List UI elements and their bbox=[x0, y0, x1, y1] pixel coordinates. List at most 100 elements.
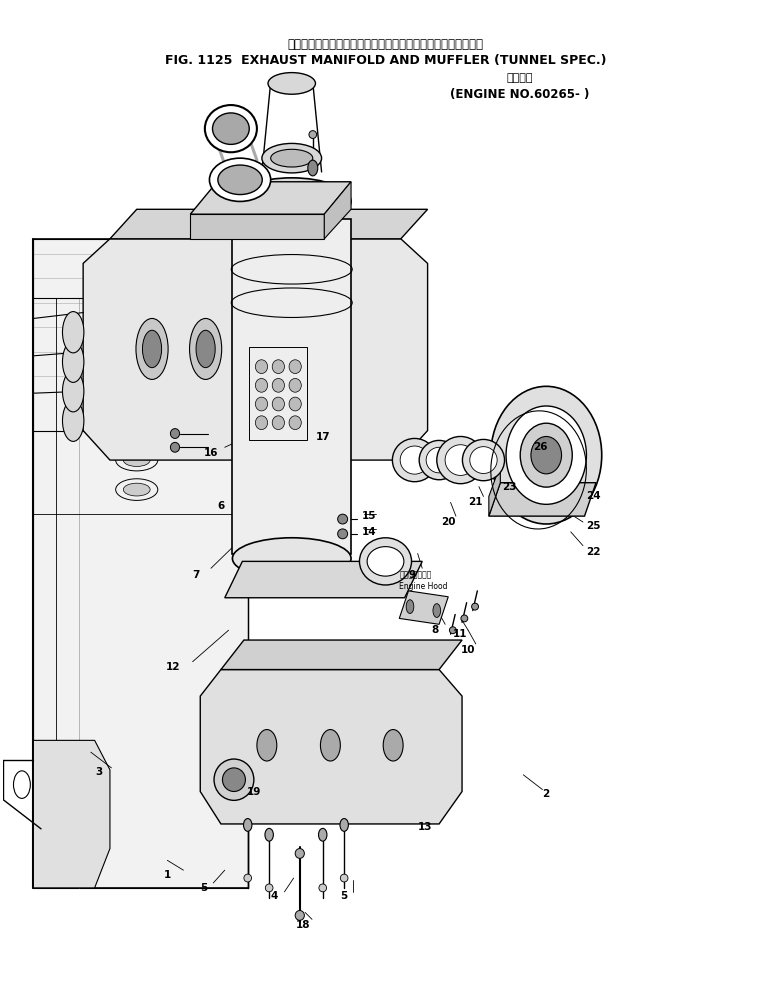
Text: 5: 5 bbox=[340, 891, 347, 901]
Text: 3: 3 bbox=[95, 766, 102, 776]
Ellipse shape bbox=[244, 874, 251, 882]
Text: エンジンフード: エンジンフード bbox=[399, 571, 432, 580]
Ellipse shape bbox=[196, 330, 215, 368]
Text: 18: 18 bbox=[295, 920, 310, 931]
Ellipse shape bbox=[214, 759, 254, 800]
Text: 17: 17 bbox=[315, 432, 330, 442]
Ellipse shape bbox=[289, 379, 301, 393]
Polygon shape bbox=[33, 238, 247, 888]
Text: 22: 22 bbox=[587, 547, 601, 557]
Ellipse shape bbox=[243, 318, 275, 380]
Ellipse shape bbox=[437, 436, 484, 484]
Text: 15: 15 bbox=[362, 511, 376, 521]
Ellipse shape bbox=[123, 424, 150, 437]
Text: 7: 7 bbox=[192, 570, 200, 581]
Ellipse shape bbox=[210, 158, 271, 202]
Text: 適用号機: 適用号機 bbox=[507, 72, 533, 82]
Ellipse shape bbox=[392, 438, 437, 482]
Polygon shape bbox=[489, 465, 500, 516]
Text: 9: 9 bbox=[409, 570, 416, 581]
Ellipse shape bbox=[321, 730, 340, 761]
Polygon shape bbox=[225, 562, 423, 597]
Ellipse shape bbox=[531, 436, 561, 474]
Bar bbox=[232, 220, 351, 554]
Ellipse shape bbox=[170, 442, 180, 452]
Ellipse shape bbox=[318, 829, 327, 842]
Text: 13: 13 bbox=[418, 822, 433, 832]
Ellipse shape bbox=[255, 398, 268, 410]
Text: 23: 23 bbox=[502, 482, 517, 492]
Ellipse shape bbox=[170, 428, 180, 438]
Ellipse shape bbox=[136, 318, 168, 380]
Polygon shape bbox=[200, 670, 462, 824]
Ellipse shape bbox=[255, 415, 268, 429]
Text: (ENGINE NO.60265- ): (ENGINE NO.60265- ) bbox=[449, 88, 589, 101]
Text: 24: 24 bbox=[587, 492, 601, 501]
Text: 21: 21 bbox=[469, 497, 483, 507]
Ellipse shape bbox=[463, 439, 504, 481]
Ellipse shape bbox=[319, 884, 327, 892]
Ellipse shape bbox=[272, 415, 284, 429]
Ellipse shape bbox=[289, 415, 301, 429]
Ellipse shape bbox=[289, 360, 301, 374]
Ellipse shape bbox=[272, 398, 284, 410]
Ellipse shape bbox=[359, 538, 412, 584]
Ellipse shape bbox=[309, 131, 317, 138]
Text: 11: 11 bbox=[453, 629, 468, 639]
Polygon shape bbox=[221, 640, 462, 670]
Ellipse shape bbox=[470, 447, 497, 474]
Ellipse shape bbox=[190, 318, 222, 380]
Text: 20: 20 bbox=[441, 517, 456, 527]
Polygon shape bbox=[325, 182, 351, 238]
Polygon shape bbox=[110, 210, 428, 238]
Ellipse shape bbox=[340, 819, 348, 832]
Ellipse shape bbox=[257, 730, 277, 761]
Ellipse shape bbox=[255, 360, 268, 374]
Ellipse shape bbox=[232, 178, 351, 225]
Ellipse shape bbox=[449, 627, 456, 634]
Text: 12: 12 bbox=[166, 662, 180, 672]
Text: FIG. 1125  EXHAUST MANIFOLD AND MUFFLER (TUNNEL SPEC.): FIG. 1125 EXHAUST MANIFOLD AND MUFFLER (… bbox=[165, 54, 606, 67]
Ellipse shape bbox=[272, 379, 284, 393]
Text: 6: 6 bbox=[217, 501, 224, 511]
Ellipse shape bbox=[338, 514, 348, 524]
Ellipse shape bbox=[205, 105, 257, 152]
Text: 16: 16 bbox=[204, 448, 218, 458]
Ellipse shape bbox=[218, 165, 262, 195]
Ellipse shape bbox=[426, 447, 452, 473]
Ellipse shape bbox=[272, 360, 284, 374]
Ellipse shape bbox=[419, 440, 459, 480]
Ellipse shape bbox=[250, 330, 269, 368]
Ellipse shape bbox=[289, 398, 301, 410]
Ellipse shape bbox=[265, 884, 273, 892]
Ellipse shape bbox=[143, 330, 162, 368]
Text: 26: 26 bbox=[533, 442, 547, 452]
Ellipse shape bbox=[123, 484, 150, 495]
Text: 5: 5 bbox=[200, 883, 207, 893]
Ellipse shape bbox=[520, 423, 572, 488]
Text: 8: 8 bbox=[432, 625, 439, 635]
Ellipse shape bbox=[223, 767, 245, 791]
Text: 2: 2 bbox=[543, 789, 550, 799]
Ellipse shape bbox=[123, 395, 150, 407]
Text: 4: 4 bbox=[271, 891, 278, 901]
Ellipse shape bbox=[244, 819, 252, 832]
Ellipse shape bbox=[506, 406, 587, 504]
Ellipse shape bbox=[461, 615, 468, 622]
Ellipse shape bbox=[338, 529, 348, 539]
Ellipse shape bbox=[406, 599, 414, 613]
Ellipse shape bbox=[308, 160, 318, 176]
Polygon shape bbox=[190, 215, 325, 238]
Text: 19: 19 bbox=[247, 786, 261, 796]
Ellipse shape bbox=[14, 770, 30, 798]
Ellipse shape bbox=[62, 371, 84, 411]
Ellipse shape bbox=[62, 341, 84, 383]
Ellipse shape bbox=[295, 911, 305, 921]
Ellipse shape bbox=[265, 829, 274, 842]
Text: 1: 1 bbox=[163, 870, 171, 880]
Polygon shape bbox=[83, 238, 428, 460]
Ellipse shape bbox=[255, 379, 268, 393]
Ellipse shape bbox=[340, 874, 348, 882]
Ellipse shape bbox=[491, 387, 601, 524]
Polygon shape bbox=[489, 483, 596, 516]
